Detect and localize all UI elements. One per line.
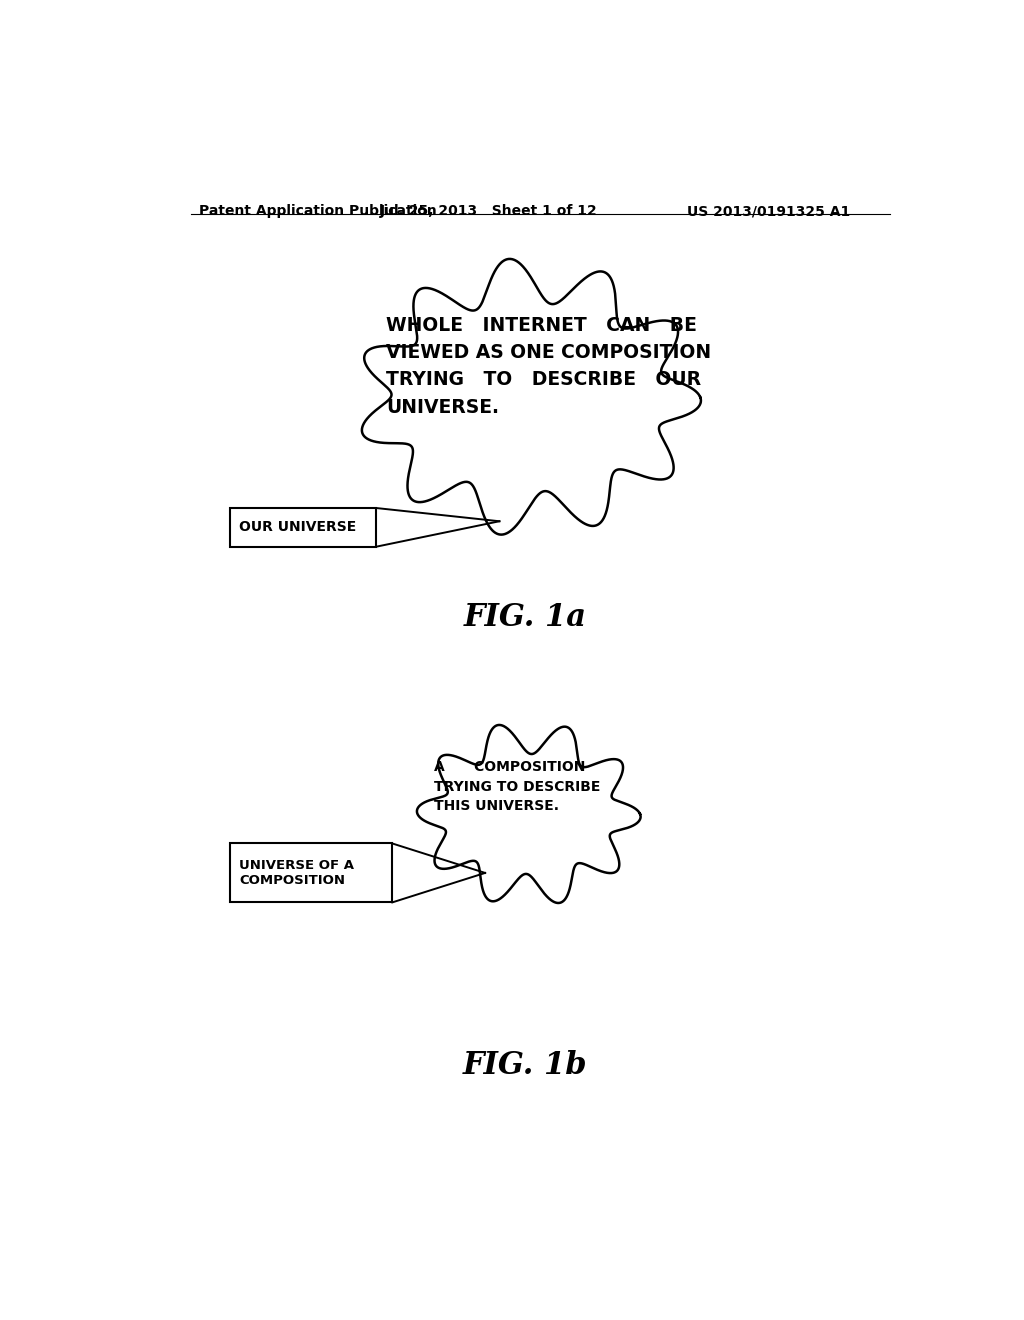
- Text: OUR UNIVERSE: OUR UNIVERSE: [240, 520, 356, 535]
- Polygon shape: [361, 259, 700, 535]
- Text: UNIVERSE OF A
COMPOSITION: UNIVERSE OF A COMPOSITION: [240, 859, 354, 887]
- FancyBboxPatch shape: [229, 843, 392, 903]
- Text: FIG. 1b: FIG. 1b: [463, 1049, 587, 1081]
- Text: US 2013/0191325 A1: US 2013/0191325 A1: [687, 205, 850, 218]
- Text: Jul. 25, 2013   Sheet 1 of 12: Jul. 25, 2013 Sheet 1 of 12: [380, 205, 598, 218]
- Polygon shape: [417, 725, 641, 903]
- Text: A      COMPOSITION
TRYING TO DESCRIBE
THIS UNIVERSE.: A COMPOSITION TRYING TO DESCRIBE THIS UN…: [433, 760, 600, 813]
- FancyBboxPatch shape: [229, 508, 377, 546]
- Text: WHOLE   INTERNET   CAN   BE
VIEWED AS ONE COMPOSITION
TRYING   TO   DESCRIBE   O: WHOLE INTERNET CAN BE VIEWED AS ONE COMP…: [386, 315, 711, 417]
- Text: Patent Application Publication: Patent Application Publication: [200, 205, 437, 218]
- Text: FIG. 1a: FIG. 1a: [463, 602, 587, 634]
